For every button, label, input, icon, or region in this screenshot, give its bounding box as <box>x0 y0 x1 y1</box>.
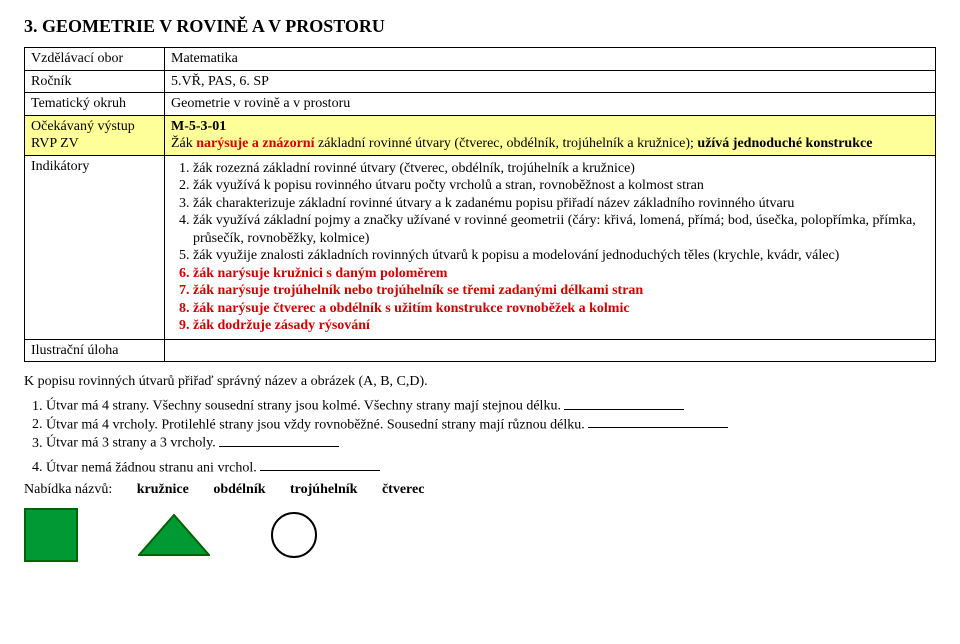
offer-label: Nabídka názvů: <box>24 482 112 497</box>
q-text: Útvar má 3 strany a 3 vrcholy. <box>46 436 219 451</box>
indicator-item: žák narýsuje kružnici s daným poloměrem <box>193 265 929 283</box>
table-row: Vzdělávací obor Matematika <box>25 48 936 71</box>
shapes-row <box>24 508 936 562</box>
indicator-item: žák rozezná základní rovinné útvary (čtv… <box>193 160 929 178</box>
exercise-item: Útvar má 4 vrcholy. Protilehlé strany js… <box>46 415 936 434</box>
square-icon <box>24 508 78 562</box>
row-label: Ilustrační úloha <box>25 339 165 362</box>
text-bold: užívá jednoduché konstrukce <box>697 136 872 151</box>
row-value: Matematika <box>165 48 936 71</box>
exercise-intro: K popisu rovinných útvarů přiřaď správný… <box>24 374 936 390</box>
answer-blank[interactable] <box>219 433 339 447</box>
table-row: Ročník 5.VŘ, PAS, 6. SP <box>25 70 936 93</box>
q-text: Útvar nemá žádnou stranu ani vrchol. <box>46 460 260 475</box>
section-title: 3. GEOMETRIE V ROVINĚ A V PROSTORU <box>24 16 936 37</box>
indicator-item: žák narýsuje čtverec a obdélník s užitím… <box>193 300 929 318</box>
text-a: Žák <box>171 136 196 151</box>
answer-blank[interactable] <box>588 415 728 429</box>
row-value <box>165 339 936 362</box>
offer-option: trojúhelník <box>290 482 357 497</box>
indicator-item: žák využije znalosti základních rovinnýc… <box>193 247 929 265</box>
indicator-item: žák využívá k popisu rovinného útvaru po… <box>193 177 929 195</box>
exercise-block: K popisu rovinných útvarů přiřaď správný… <box>24 374 936 562</box>
row-label: Ročník <box>25 70 165 93</box>
triangle-icon <box>138 514 210 556</box>
offer-line: Nabídka názvů: kružnice obdélník trojúhe… <box>24 482 936 498</box>
offer-option: kružnice <box>137 482 189 497</box>
q-text: Útvar má 4 strany. Všechny sousední stra… <box>46 399 564 414</box>
exercise-item: Útvar má 4 strany. Všechny sousední stra… <box>46 396 936 415</box>
row-label: Vzdělávací obor <box>25 48 165 71</box>
code: M-5-3-01 <box>171 119 226 134</box>
table-row: Očekávaný výstup RVP ZV M-5-3-01 Žák nar… <box>25 115 936 155</box>
answer-blank[interactable] <box>260 458 380 472</box>
text-b: základní rovinné útvary (čtverec, obdéln… <box>314 136 697 151</box>
row-value: 5.VŘ, PAS, 6. SP <box>165 70 936 93</box>
row-label: Tematický okruh <box>25 93 165 116</box>
indicator-item: žák dodržuje zásady rýsování <box>193 317 929 335</box>
table-row: Indikátory žák rozezná základní rovinné … <box>25 155 936 339</box>
indicator-item: žák využívá základní pojmy a značky užív… <box>193 212 929 247</box>
indicators-cell: žák rozezná základní rovinné útvary (čtv… <box>165 155 936 339</box>
row-value: M-5-3-01 Žák narýsuje a znázorní základn… <box>165 115 936 155</box>
table-row: Tematický okruh Geometrie v rovině a v p… <box>25 93 936 116</box>
standard-table: Vzdělávací obor Matematika Ročník 5.VŘ, … <box>24 47 936 362</box>
text-red: narýsuje a znázorní <box>196 136 314 151</box>
table-row: Ilustrační úloha <box>25 339 936 362</box>
row-label: Indikátory <box>25 155 165 339</box>
answer-blank[interactable] <box>564 396 684 410</box>
q-text: Útvar má 4 vrcholy. Protilehlé strany js… <box>46 417 588 432</box>
offer-option: čtverec <box>382 482 424 497</box>
row-label: Očekávaný výstup RVP ZV <box>25 115 165 155</box>
indicator-item: žák narýsuje trojúhelník nebo trojúhelní… <box>193 282 929 300</box>
row-value: Geometrie v rovině a v prostoru <box>165 93 936 116</box>
indicator-item: žák charakterizuje základní rovinné útva… <box>193 195 929 213</box>
circle-icon <box>270 511 318 559</box>
exercise-item: Útvar nemá žádnou stranu ani vrchol. <box>46 458 936 477</box>
offer-option: obdélník <box>213 482 265 497</box>
exercise-item: Útvar má 3 strany a 3 vrcholy. <box>46 433 936 452</box>
